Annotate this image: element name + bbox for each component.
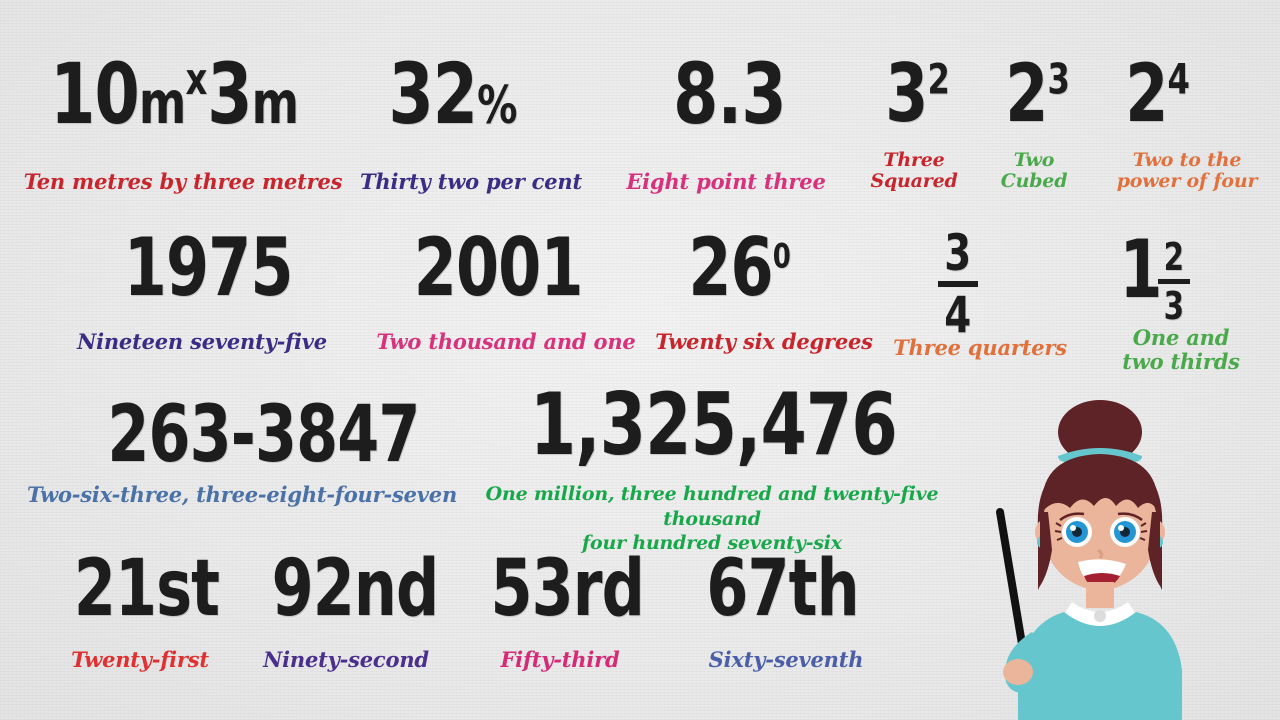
- caption-dimensions: Ten metres by three metres: [23, 169, 343, 194]
- caption-cubed: Two Cubed: [986, 149, 1082, 193]
- hair-lock-right: [1148, 512, 1160, 586]
- caption-21st: Twenty-first: [71, 647, 209, 672]
- degrees-base: 26: [688, 221, 773, 314]
- caption-squared-line1: Three: [883, 149, 945, 171]
- numeral-phone-number: 263-3847: [107, 390, 420, 480]
- power-base: 2: [1125, 47, 1168, 140]
- fraction-three-quarters: 3 4: [938, 228, 978, 340]
- numeral-92nd: 92nd: [271, 544, 440, 634]
- hair-bun: [1058, 400, 1142, 464]
- hair-lock-left: [1040, 512, 1052, 586]
- caption-power-four: Two to the power of four: [1098, 149, 1276, 193]
- fraction-two-thirds: 2 3: [1158, 238, 1190, 325]
- squared-exponent: 2: [927, 54, 950, 104]
- caption-92nd: Ninety-second: [263, 647, 429, 672]
- squared-base: 3: [885, 47, 928, 140]
- caption-degrees: Twenty six degrees: [655, 329, 873, 354]
- caption-phone-number: Two-six-three, three-eight-four-seven: [26, 482, 458, 507]
- eye-right: [1110, 512, 1148, 547]
- fraction-denominator: 4: [944, 286, 972, 344]
- numeral-67th: 67th: [706, 544, 859, 634]
- caption-power-line2: power of four: [1116, 170, 1258, 193]
- multiplication-sign: x: [185, 54, 208, 105]
- neck: [1086, 582, 1114, 608]
- mixed-fraction-numerator: 2: [1163, 235, 1185, 279]
- cubed-exponent: 3: [1047, 54, 1070, 104]
- dimensions-right-unit: m: [251, 68, 299, 137]
- numeral-degrees: 260: [688, 228, 791, 308]
- hair-fringe: [1041, 454, 1159, 512]
- cubed-base: 2: [1005, 47, 1048, 140]
- caption-2001: Two thousand and one: [376, 329, 636, 354]
- caption-mixed-line2: two thirds: [1122, 348, 1240, 374]
- dimensions-left-unit: m: [138, 68, 186, 137]
- caption-decimal: Eight point three: [626, 169, 826, 194]
- eye-left: [1054, 512, 1092, 547]
- caption-mixed-line1: One and: [1132, 325, 1230, 350]
- hand: [1003, 659, 1033, 685]
- caption-53rd: Fifty-third: [500, 647, 620, 672]
- numeral-percent: 32%: [388, 52, 517, 136]
- caption-three-quarters: Three quarters: [893, 335, 1067, 360]
- power-exponent: 4: [1167, 54, 1190, 104]
- mixed-fraction-denominator: 3: [1163, 284, 1185, 328]
- caption-cubed-line1: Two: [1013, 149, 1055, 171]
- sweater: [1018, 612, 1182, 720]
- numeral-cubed: 23: [1005, 54, 1070, 134]
- numeral-21st: 21st: [73, 544, 220, 634]
- mixed-fraction-bar: [1158, 279, 1190, 284]
- caption-67th: Sixty-seventh: [708, 647, 864, 672]
- teacher-illustration: [960, 400, 1280, 720]
- percent-sign: %: [477, 76, 517, 136]
- collar-button: [1094, 610, 1106, 622]
- numeral-dimensions: 10mx3m: [50, 52, 299, 137]
- caption-million-line2: four hundred seventy-six: [582, 532, 842, 555]
- numeral-1975: 1975: [123, 221, 294, 314]
- caption-squared: Three Squared: [862, 149, 966, 193]
- caption-squared-line2: Squared: [870, 170, 958, 193]
- percent-value: 32: [388, 45, 478, 143]
- numeral-big-number: 1,325,476: [529, 375, 898, 475]
- caption-cubed-line2: Cubed: [1000, 170, 1068, 193]
- fraction-numerator: 3: [944, 224, 972, 282]
- nose: [1097, 548, 1104, 560]
- numeral-2001: 2001: [413, 221, 584, 314]
- teacher-svg: [996, 400, 1182, 720]
- numeral-decimal: 8.3: [673, 45, 786, 143]
- numeral-power-four: 24: [1125, 54, 1190, 134]
- numeral-53rd: 53rd: [490, 544, 645, 634]
- pointer-stick-icon: [996, 508, 1029, 666]
- numeral-mixed-whole: 1: [1119, 223, 1162, 316]
- caption-big-number: One million, three hundred and twenty-fi…: [462, 482, 962, 556]
- fraction-bar: [938, 281, 978, 287]
- caption-power-line1: Two to the: [1132, 149, 1242, 171]
- caption-million-line1: One million, three hundred and twenty-fi…: [485, 483, 939, 530]
- degree-symbol: 0: [772, 236, 791, 276]
- caption-percent: Thirty two per cent: [360, 169, 582, 194]
- caption-1975: Nineteen seventy-five: [77, 329, 327, 354]
- numeral-squared: 32: [885, 54, 950, 134]
- dimensions-right-value: 3: [207, 45, 252, 143]
- caption-one-and-two-thirds: One and two thirds: [1096, 326, 1266, 373]
- dimensions-left-value: 10: [50, 45, 140, 143]
